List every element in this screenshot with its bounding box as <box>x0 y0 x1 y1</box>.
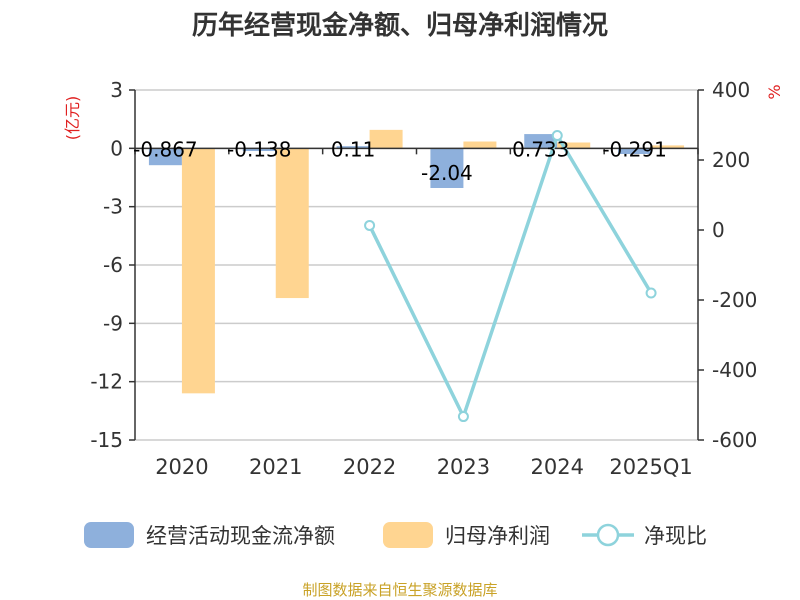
x-tick-label: 2024 <box>531 455 584 479</box>
ratio-line <box>364 130 657 423</box>
ratio-point <box>457 411 469 423</box>
cashflow-data-label: -2.04 <box>421 161 473 185</box>
right-tick-label: -200 <box>712 288 757 312</box>
data-labels: -0.867 -0.138 0.11 -2.04 0.733 -0.291 <box>133 137 667 185</box>
source-note: 制图数据来自恒生聚源数据库 <box>302 581 497 599</box>
legend-label-net-profit: 归母净利润 <box>445 524 550 548</box>
cashflow-data-label: -0.291 <box>602 137 666 161</box>
left-tick-label: -3 <box>103 195 123 219</box>
x-tick-label: 2023 <box>437 455 490 479</box>
cashflow-data-label: 0.733 <box>512 137 569 161</box>
net-profit-bar <box>275 148 309 299</box>
chart-title: 历年经营现金净额、归母净利润情况 <box>192 10 608 41</box>
ratio-point <box>645 287 657 299</box>
right-tick-label: 0 <box>712 218 725 242</box>
cashflow-bar <box>148 148 182 166</box>
right-axis-unit: % <box>765 84 784 99</box>
left-tick-label: 0 <box>110 136 123 160</box>
bars <box>148 129 685 394</box>
net-profit-bar <box>651 145 685 149</box>
cashflow-bar <box>524 134 558 149</box>
tick-labels: 3 0 -3 -6 -9 -12 -15 400 200 0 -200 -400 -600 2020 202… <box>90 78 757 479</box>
left-tick-label: -15 <box>90 428 123 452</box>
left-tick-label: -6 <box>103 253 123 277</box>
right-tick-label: 400 <box>712 78 750 102</box>
cashflow-bar <box>430 148 464 188</box>
legend-marker-ratio <box>596 523 620 547</box>
cashflow-data-label: 0.11 <box>331 137 376 161</box>
ratio-line-path <box>368 131 653 422</box>
x-tick-label: 2022 <box>343 455 396 479</box>
right-tick-label: 200 <box>712 148 750 172</box>
right-tick-label: -600 <box>712 428 757 452</box>
legend-label-cashflow: 经营活动现金流净额 <box>146 524 335 548</box>
x-tick-label: 2025Q1 <box>609 455 692 479</box>
net-profit-bar <box>181 148 215 394</box>
cashflow-data-label: -0.867 <box>133 137 197 161</box>
legend-swatch-net-profit <box>383 522 433 548</box>
legend: 经营活动现金流净额 归母净利润 净现比 <box>84 522 707 548</box>
legend-label-ratio: 净现比 <box>644 524 707 548</box>
cashflow-bar <box>242 148 276 152</box>
net-profit-bar <box>369 129 403 149</box>
cashflow-bar <box>618 148 652 154</box>
net-profit-bar <box>557 142 591 149</box>
x-tick-label: 2021 <box>249 455 302 479</box>
left-axis-unit: (亿元) <box>63 96 82 141</box>
right-tick-label: -400 <box>712 358 757 382</box>
left-tick-label: -12 <box>90 370 123 394</box>
left-tick-label: 3 <box>110 78 123 102</box>
left-tick-label: -9 <box>103 311 123 335</box>
ratio-point <box>551 130 563 141</box>
x-tick-label: 2020 <box>155 455 208 479</box>
cashflow-data-label: -0.138 <box>227 137 291 161</box>
legend-swatch-cashflow <box>84 522 134 548</box>
axes <box>129 89 704 441</box>
net-profit-bar <box>463 141 497 149</box>
cashflow-bar <box>336 146 370 149</box>
ratio-point <box>364 219 376 231</box>
